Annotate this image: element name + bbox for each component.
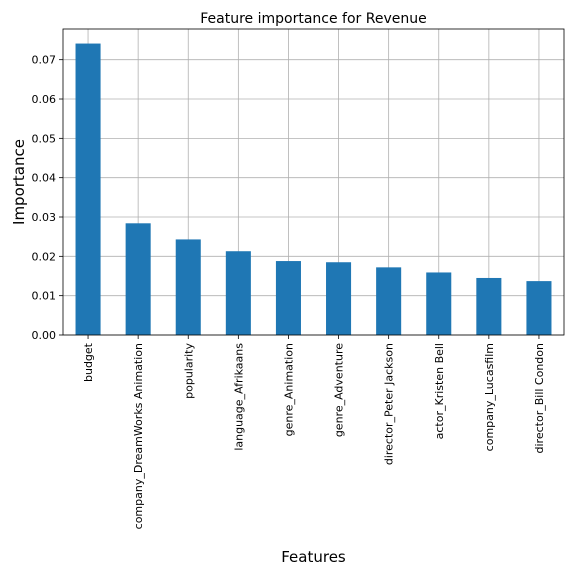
plot-frame (62, 28, 565, 336)
bar (426, 272, 452, 335)
bars (75, 43, 552, 335)
x-axis: budget company_DreamWorks Animation popula… (82, 335, 546, 529)
chart-title: Feature importance for Revenue (200, 11, 426, 27)
x-tick-label: director_Peter Jackson (383, 343, 396, 465)
y-tick-label: 0.07 (32, 54, 57, 67)
y-tick-label: 0.02 (32, 250, 57, 263)
bar (125, 223, 151, 335)
y-tick-label: 0.01 (32, 290, 57, 303)
y-axis-label: Importance (10, 139, 28, 225)
bar (75, 43, 101, 335)
bar (225, 251, 251, 335)
bar (376, 267, 402, 335)
x-tick-label: language_Afrikaans (232, 343, 245, 451)
x-tick-label: popularity (182, 343, 195, 399)
x-tick-label: actor_Kristen Bell (433, 343, 446, 439)
x-tick-label: director_Bill Condon (533, 343, 546, 454)
y-tick-label: 0.00 (32, 329, 57, 342)
y-tick-label: 0.04 (32, 172, 57, 185)
x-tick-label: company_Lucasfilm (483, 343, 496, 451)
y-tick-label: 0.05 (32, 132, 57, 145)
y-tick-label: 0.03 (32, 211, 57, 224)
x-tick-label: budget (82, 342, 95, 382)
y-tick-label: 0.06 (32, 93, 57, 106)
y-axis: 0.00 0.01 0.02 0.03 0.04 0.05 0.06 0.07 (32, 54, 63, 342)
x-tick-label: genre_Animation (282, 343, 295, 436)
x-tick-label: company_DreamWorks Animation (132, 343, 145, 529)
bar (326, 262, 352, 335)
bar (175, 239, 201, 335)
x-axis-label: Features (281, 548, 346, 566)
x-tick-label: genre_Adventure (333, 343, 346, 437)
bar (275, 261, 301, 335)
bar (476, 277, 502, 335)
bar (526, 281, 552, 335)
